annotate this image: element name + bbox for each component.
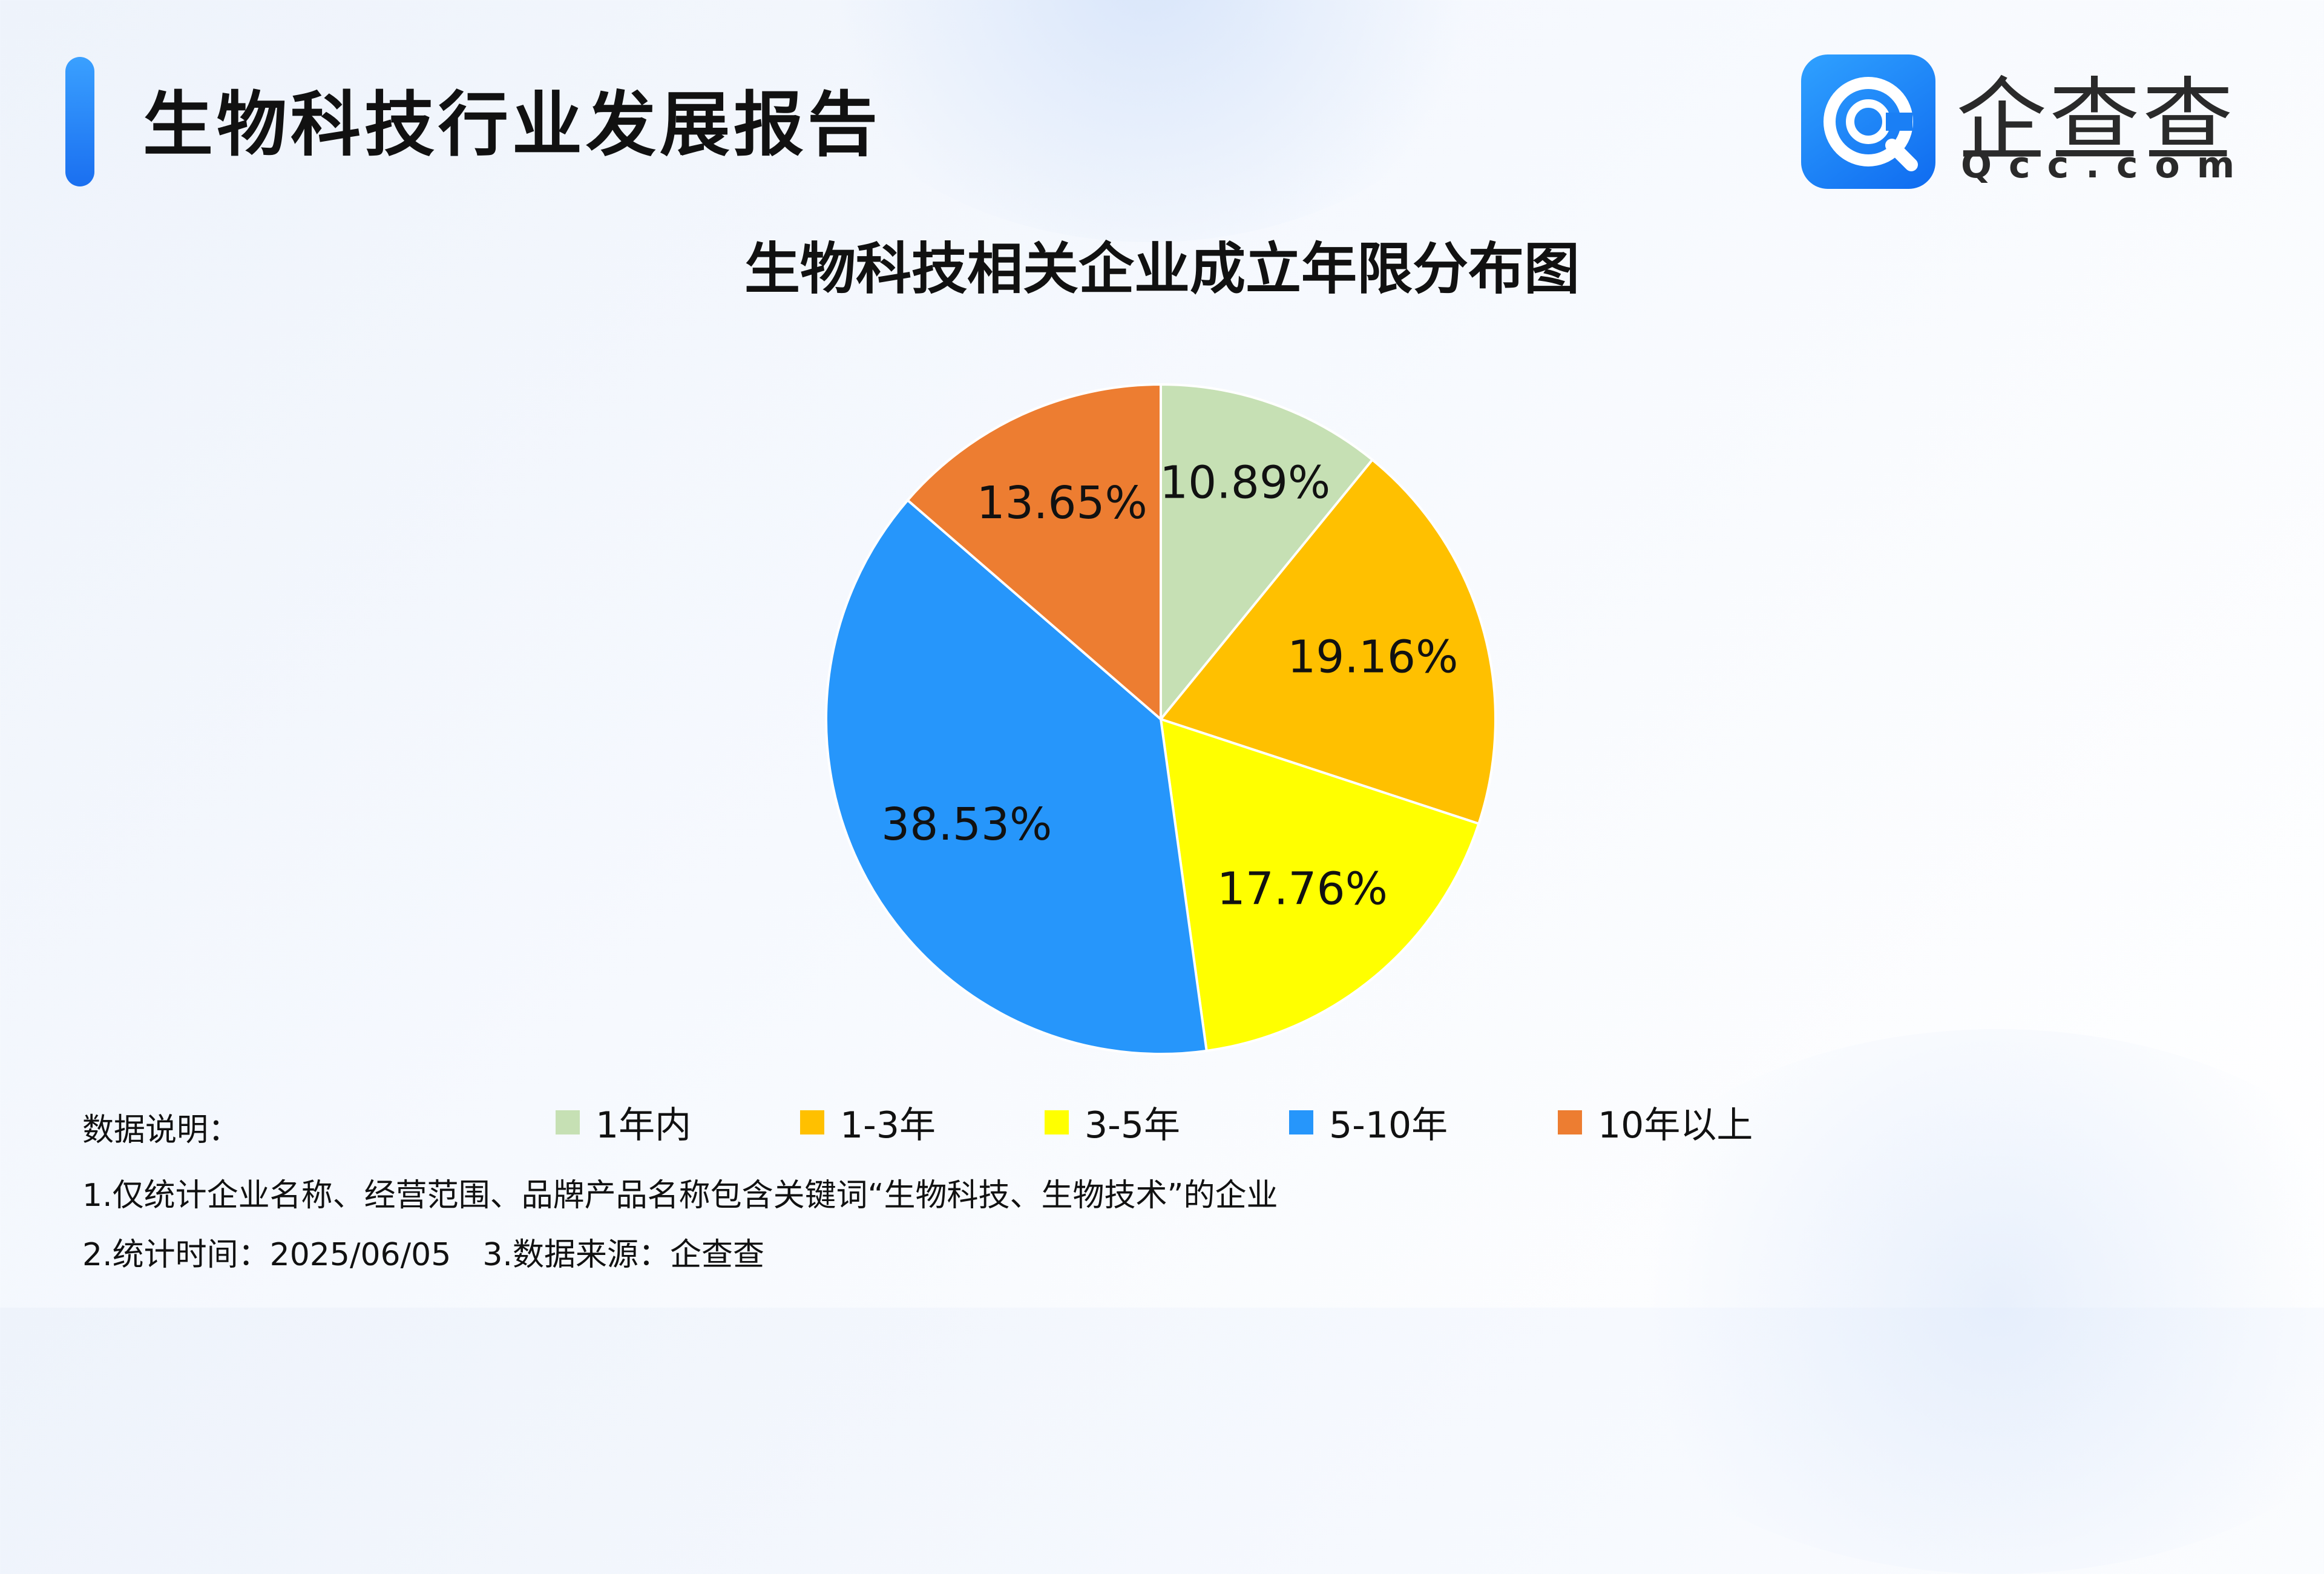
legend-item-2: 1-3年 (800, 1096, 936, 1148)
legend-item-4: 5-10年 (1289, 1096, 1448, 1148)
slice-label-5: 13.65% (977, 477, 1147, 529)
brand-name-cn: 企查查 (1956, 68, 2236, 174)
pie-slice-1 (1160, 383, 1374, 723)
legend-label: 3-5年 (1085, 1104, 1180, 1147)
chart-title: 生物科技相关企业成立年限分布图 (744, 237, 1580, 301)
pie-slice-3 (1159, 717, 1480, 1053)
slice-label-2: 19.16% (1287, 631, 1458, 683)
slice-label-1: 10.89% (1160, 456, 1330, 509)
pie-slice-4 (825, 498, 1208, 1056)
header-accent-bar (65, 57, 94, 186)
notes-line-2: 2.统计时间：2025/06/05 3.数据来源：企查查 (82, 1237, 764, 1273)
legend-swatch (1045, 1110, 1069, 1134)
pie-slice-2 (1158, 458, 1497, 826)
chart-legend: 1年内 1-3年 3-5年 5-10年 10年以上 (0, 1096, 2324, 1150)
slice-label-3: 17.76% (1217, 863, 1388, 915)
pie-slice-5 (905, 383, 1162, 722)
brand-name-en: Qcc.com (1961, 144, 2252, 186)
legend-swatch (1558, 1110, 1582, 1134)
legend-item-5: 10年以上 (1558, 1096, 1753, 1148)
legend-label: 5-10年 (1329, 1104, 1448, 1147)
pie-chart: 10.89% 19.16% 17.76% 38.53% 13.65% (825, 383, 1497, 1056)
qcc-logo-icon (1801, 54, 1935, 189)
legend-label: 1年内 (596, 1104, 692, 1147)
slice-label-4: 38.53% (881, 799, 1052, 851)
legend-label: 1-3年 (840, 1104, 936, 1147)
legend-swatch (800, 1110, 824, 1134)
legend-swatch (556, 1110, 580, 1134)
report-title: 生物科技行业发展报告 (143, 84, 881, 166)
notes-line-1: 1.仅统计企业名称、经营范围、品牌产品名称包含关键词“生物科技、生物技术”的企业 (82, 1177, 1278, 1214)
legend-swatch (1289, 1110, 1313, 1134)
legend-label: 10年以上 (1598, 1104, 1753, 1147)
notes-heading: 数据说明： (82, 1112, 240, 1148)
legend-item-3: 3-5年 (1045, 1096, 1180, 1148)
legend-item-1: 1年内 (556, 1096, 691, 1148)
